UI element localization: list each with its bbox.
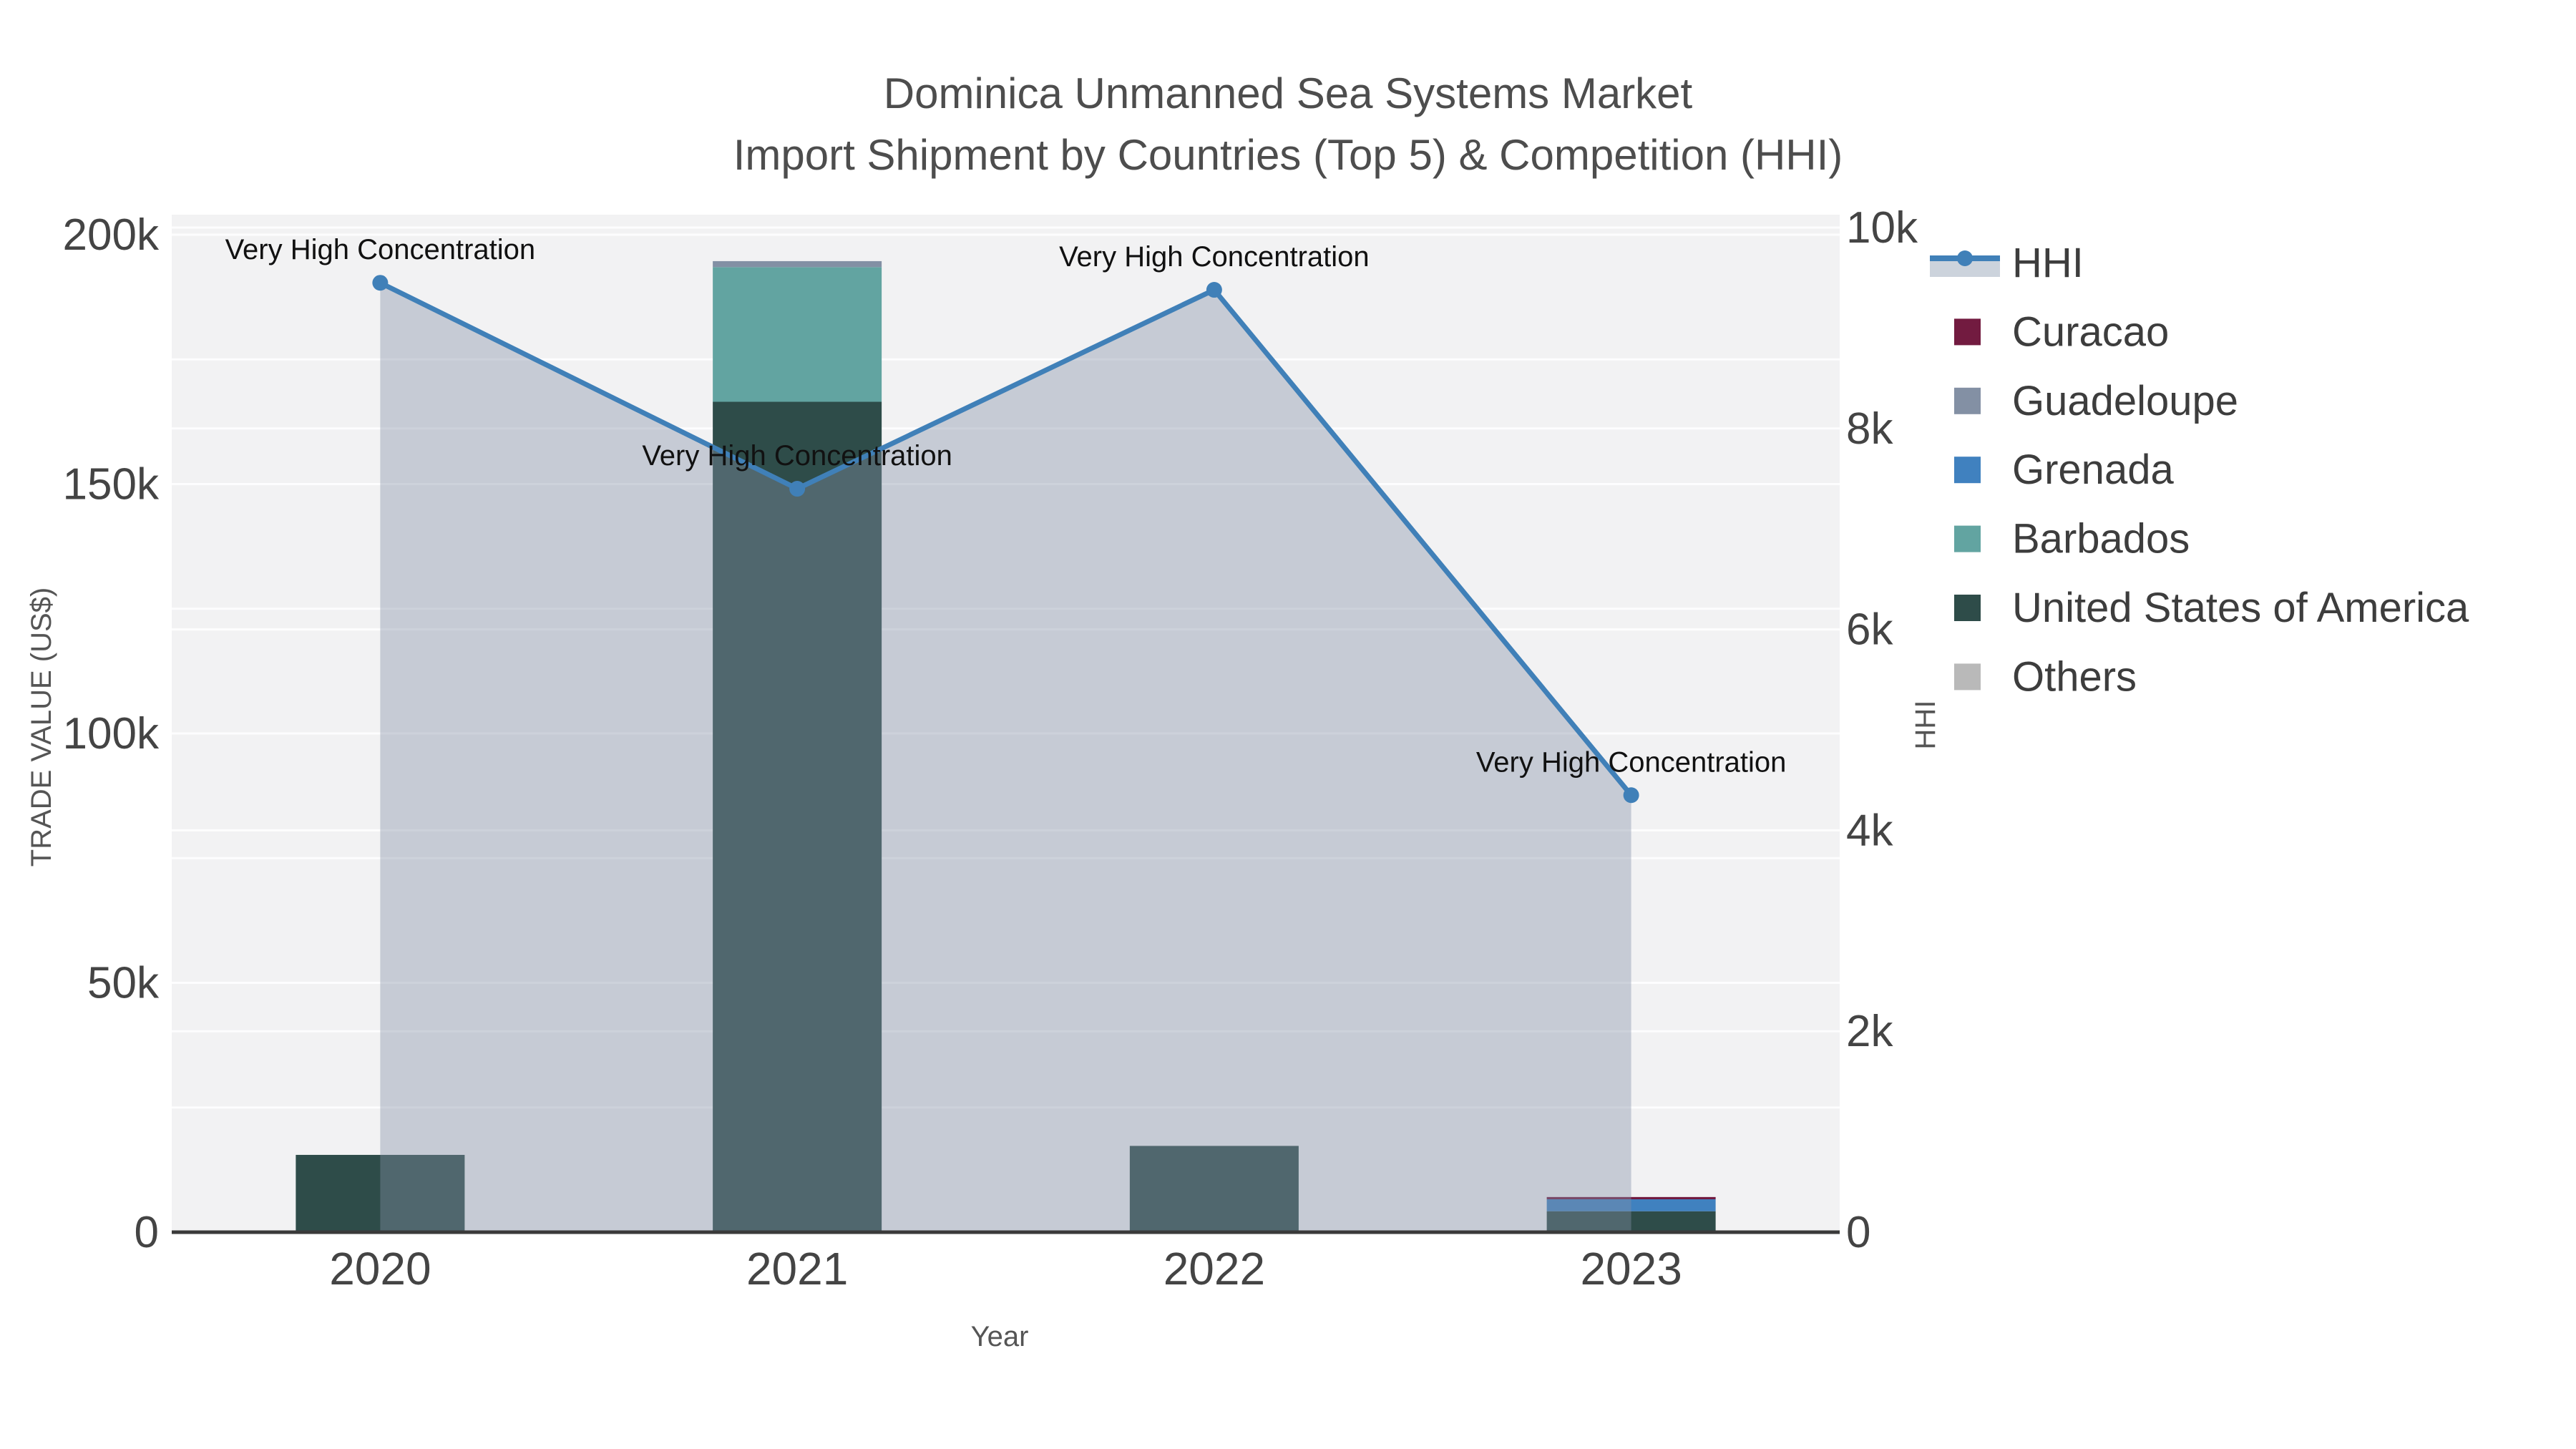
- gridlines: [172, 226, 1840, 1109]
- right-tick-0: 0: [1846, 1208, 1870, 1257]
- bar-guadeloupe-2021[interactable]: [713, 260, 882, 268]
- left-tick-50k: 50k: [87, 959, 160, 1008]
- legend-swatch-icon: [1954, 663, 1981, 691]
- x-tick-2021: 2021: [746, 1243, 848, 1294]
- right-tick-8k: 8k: [1846, 404, 1893, 454]
- legend-label-others[interactable]: Others: [2012, 653, 2137, 700]
- x-tick-2020: 2020: [329, 1243, 431, 1294]
- hhi-area-fill: [380, 283, 1631, 1233]
- legend-swatch-icon: [1954, 318, 1981, 346]
- hhi-legend-marker-icon: [1957, 250, 1973, 266]
- bar-united-states-of-america-2020[interactable]: [296, 1154, 465, 1232]
- annotation-2021: Very High Concentration: [642, 440, 952, 472]
- legend: [1930, 250, 2000, 691]
- hhi-point-2022[interactable]: [1206, 282, 1222, 298]
- plot-background: [172, 215, 1840, 1232]
- hhi-line[interactable]: [377, 280, 1634, 798]
- annotation-2023: Very High Concentration: [1476, 746, 1787, 778]
- legend-label-barbados[interactable]: Barbados: [2012, 516, 2190, 562]
- legend-label-hhi[interactable]: HHI: [2012, 240, 2084, 286]
- chart-title: Dominica Unmanned Sea Systems Market Imp…: [501, 63, 2075, 186]
- annotation-2022: Very High Concentration: [1059, 241, 1370, 273]
- right-tick-6k: 6k: [1846, 605, 1893, 655]
- chart-title-line2: Import Shipment by Countries (Top 5) & C…: [733, 131, 1843, 179]
- x-tick-2023: 2023: [1580, 1243, 1682, 1294]
- left-axis-title: TRADE VALUE (US$): [26, 587, 57, 867]
- right-tick-2k: 2k: [1846, 1007, 1893, 1056]
- bar-curacao-2023[interactable]: [1546, 1196, 1716, 1199]
- bar-united-states-of-america-2021[interactable]: [713, 401, 882, 1232]
- right-axis-title: HHI: [1910, 700, 1941, 750]
- legend-item-united-states-of-america[interactable]: [1954, 595, 1981, 621]
- bar-united-states-of-america-2022[interactable]: [1129, 1146, 1299, 1232]
- legend-label-grenada[interactable]: Grenada: [2012, 447, 2174, 493]
- annotation-2020: Very High Concentration: [225, 234, 536, 265]
- legend-item-grenada[interactable]: [1954, 457, 1981, 484]
- hhi-point-2023[interactable]: [1623, 787, 1639, 804]
- right-tick-10k: 10k: [1846, 203, 1918, 253]
- left-tick-150k: 150k: [63, 460, 160, 509]
- legend-item-barbados[interactable]: [1954, 525, 1981, 552]
- x-tick-2022: 2022: [1163, 1243, 1265, 1294]
- hhi-legend-band-icon: [1930, 261, 2000, 277]
- legend-swatch-icon: [1954, 595, 1981, 621]
- bar-grenada-2023[interactable]: [1546, 1199, 1716, 1211]
- left-tick-0: 0: [135, 1208, 159, 1257]
- legend-item-guadeloupe[interactable]: [1954, 387, 1981, 414]
- legend-swatch-icon: [1954, 457, 1981, 484]
- legend-label-guadeloupe[interactable]: Guadeloupe: [2012, 378, 2238, 424]
- hhi-point-2021[interactable]: [789, 481, 806, 497]
- hhi-point-2020[interactable]: [372, 275, 389, 291]
- bar-united-states-of-america-2023[interactable]: [1546, 1211, 1716, 1232]
- chart-title-line1: Dominica Unmanned Sea Systems Market: [883, 69, 1693, 117]
- left-tick-200k: 200k: [63, 210, 160, 260]
- legend-label-united-states-of-america[interactable]: United States of America: [2012, 585, 2469, 631]
- legend-label-curacao[interactable]: Curacao: [2012, 308, 2169, 355]
- x-axis-title: Year: [970, 1321, 1029, 1352]
- legend-item-others[interactable]: [1954, 663, 1981, 691]
- legend-swatch-icon: [1954, 525, 1981, 552]
- bars: [296, 260, 1716, 1232]
- left-tick-100k: 100k: [63, 709, 160, 758]
- bar-barbados-2021[interactable]: [713, 267, 882, 402]
- legend-item-curacao[interactable]: [1954, 318, 1981, 346]
- legend-item-hhi[interactable]: [1930, 250, 2000, 277]
- legend-swatch-icon: [1954, 387, 1981, 414]
- right-tick-4k: 4k: [1846, 806, 1893, 855]
